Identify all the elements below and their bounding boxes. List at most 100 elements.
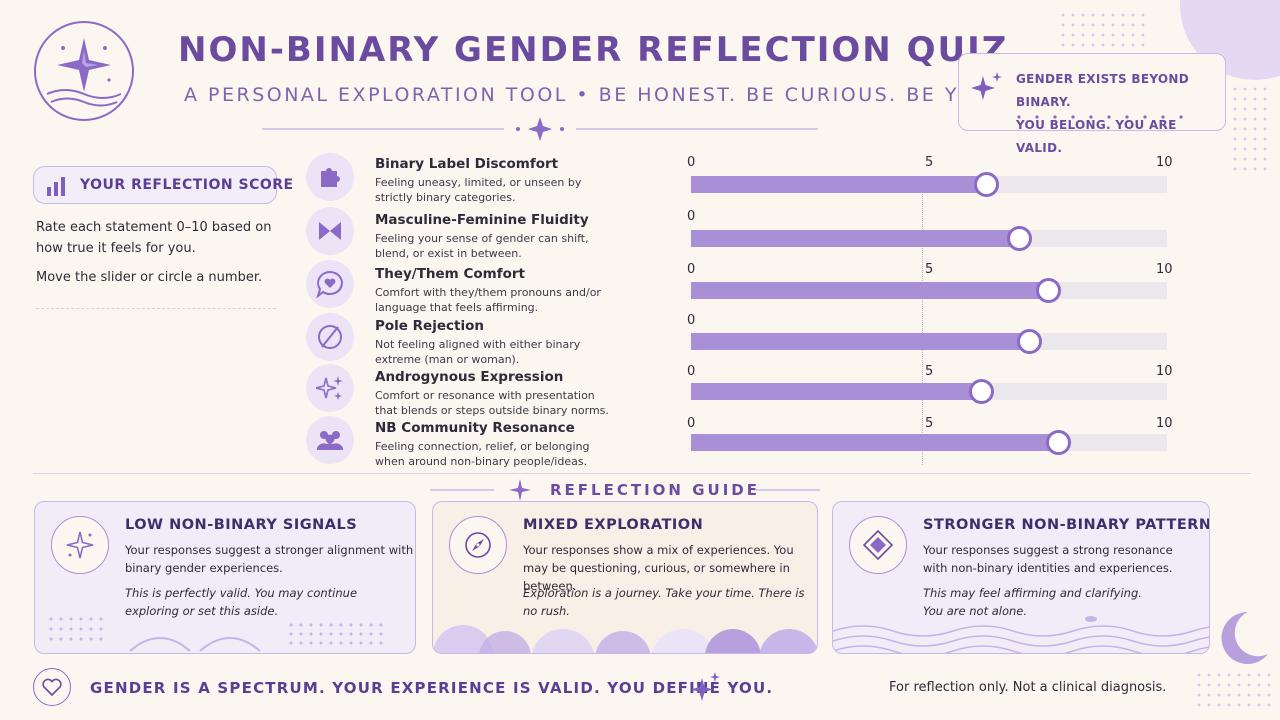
statement-title: NB Community Resonance: [375, 420, 575, 436]
statement-icon-2: [306, 260, 354, 308]
scale-tick-label: 5: [925, 364, 934, 379]
affirmation-box: GENDER EXISTS BEYOND BINARY. YOU BELONG.…: [958, 53, 1226, 155]
disclaimer: For reflection only. Not a clinical diag…: [889, 680, 1167, 695]
section-divider: [33, 473, 1251, 474]
logo-icon: [34, 21, 134, 121]
sparkles-icon: [971, 72, 1002, 100]
instruction-rate: Rate each statement 0–10 based on how tr…: [36, 220, 272, 256]
card-title: LOW NON-BINARY SIGNALS: [125, 517, 358, 533]
statement-icon-3: [306, 313, 354, 361]
slider-handle[interactable]: [1036, 278, 1061, 303]
scale-tick-label: 10: [1156, 364, 1173, 379]
wave-decoration: [833, 616, 1209, 653]
footer-message: GENDER IS A SPECTRUM. YOUR EXPERIENCE IS…: [90, 679, 774, 697]
card-title: MIXED EXPLORATION: [523, 517, 704, 533]
scale-tick-label: 0: [687, 209, 696, 224]
slider-fill: [691, 383, 982, 400]
slider-handle[interactable]: [1016, 329, 1042, 354]
reflection-guide-header: REFLECTION GUIDE: [430, 478, 820, 502]
slider-track[interactable]: [691, 379, 1167, 404]
heart-bubble-icon: [316, 270, 343, 298]
statement-description: Not feeling aligned with either binary e…: [375, 338, 581, 366]
card-body: Your responses suggest a stronger alignm…: [125, 543, 414, 575]
affirmation-line-2: YOU BELONG. YOU ARE VALID.: [1016, 118, 1177, 155]
heart-icon: [42, 678, 62, 696]
diamond-icon: [863, 530, 893, 560]
scale-tick-label: 0: [687, 262, 696, 277]
scale-tick-label: 5: [925, 262, 934, 277]
affirmation-line-1: GENDER EXISTS BEYOND BINARY.: [1016, 72, 1190, 109]
scale-tick-label: 5: [925, 155, 934, 170]
statement-icon-1: [306, 207, 354, 255]
slider-track[interactable]: [691, 226, 1167, 251]
instruction-slider: Move the slider or circle a number.: [36, 270, 263, 285]
card-icon-frame: [449, 516, 507, 574]
card-note: This may feel affirming and clarifying. …: [923, 586, 1142, 618]
wave-decoration: [49, 617, 383, 652]
slider-track[interactable]: [691, 329, 1167, 354]
scale-tick-label: 0: [687, 416, 696, 431]
slider-handle[interactable]: [969, 379, 995, 404]
statement-icon-0: [306, 153, 354, 201]
sparkle-icon: [509, 479, 531, 501]
card-icon-frame: [849, 516, 907, 574]
bowtie-icon: [319, 222, 341, 240]
statement-icon-5: [306, 416, 354, 464]
guide-card-low: LOW NON-BINARY SIGNALS Your responses su…: [34, 501, 416, 654]
dot-pattern: [1061, 13, 1145, 47]
guide-card-mixed: MIXED EXPLORATION Your responses show a …: [432, 501, 818, 654]
slider-fill: [691, 230, 1020, 247]
slider-fill: [691, 333, 1029, 350]
slider-track[interactable]: [691, 278, 1167, 303]
bar-chart-icon: [47, 177, 65, 196]
page-subtitle: A PERSONAL EXPLORATION TOOL • BE HONEST.…: [184, 84, 1001, 106]
slider-handle[interactable]: [1007, 226, 1033, 251]
slider-fill: [691, 176, 987, 193]
community-icon: [316, 431, 344, 450]
scale-tick-label: 10: [1156, 155, 1173, 170]
slider-handle[interactable]: [974, 172, 1000, 197]
statement-title: They/Them Comfort: [375, 266, 525, 282]
divider: [430, 489, 494, 491]
slider-fill: [691, 434, 1058, 451]
divider: [756, 489, 820, 491]
sparkle-icon: [66, 531, 94, 559]
moon-icon: [1221, 611, 1268, 664]
header-divider: [262, 117, 818, 141]
slider-area: 0 5 10 0 0 5 10 0 0 5 10 0 5 10: [680, 150, 1180, 470]
page-title: NON-BINARY GENDER REFLECTION QUIZ: [178, 30, 1009, 70]
statement-title: Pole Rejection: [375, 318, 484, 334]
card-body: Your responses suggest a strong resonanc…: [923, 543, 1173, 575]
slider-track[interactable]: [691, 430, 1167, 455]
slider-handle[interactable]: [1045, 430, 1071, 455]
scale-tick-label: 5: [925, 416, 934, 431]
midpoint-guide-line: [922, 180, 923, 465]
scale-tick-label: 0: [687, 155, 696, 170]
statement-description: Comfort with they/them pronouns and/or l…: [375, 286, 601, 314]
card-title: STRONGER NON-BINARY PATTERN: [923, 517, 1210, 533]
card-note: This is perfectly valid. You may continu…: [125, 586, 358, 618]
dot-pattern: [1197, 673, 1271, 707]
circles-decoration: [433, 625, 817, 653]
puzzle-icon: [321, 168, 340, 187]
reflection-score-header: YOUR REFLECTION SCORE: [33, 166, 293, 204]
guide-card-strong: STRONGER NON-BINARY PATTERN Your respons…: [832, 501, 1210, 654]
statement-icon-4: [306, 364, 354, 412]
card-body: Your responses show a mix of experiences…: [523, 543, 794, 593]
statement-description: Comfort or resonance with presentation t…: [375, 389, 609, 417]
reflection-guide-title: REFLECTION GUIDE: [550, 481, 760, 499]
statement-description: Feeling connection, relief, or belonging…: [375, 440, 590, 468]
dot-pattern: [1233, 87, 1267, 171]
reflection-score-title: YOUR REFLECTION SCORE: [80, 177, 294, 193]
slider-fill: [691, 282, 1048, 299]
sparkles-icon: [691, 672, 720, 701]
divider: [36, 308, 276, 309]
statement-description: Feeling uneasy, limited, or unseen by st…: [375, 176, 582, 204]
instructions: Rate each statement 0–10 based on how tr…: [36, 217, 276, 296]
slider-track[interactable]: [691, 172, 1167, 197]
statement-description: Feeling your sense of gender can shift, …: [375, 232, 589, 260]
compass-icon: [465, 532, 491, 558]
statement-title: Binary Label Discomfort: [375, 156, 559, 172]
scale-tick-label: 0: [687, 313, 696, 328]
statement-title: Masculine-Feminine Fluidity: [375, 212, 589, 228]
